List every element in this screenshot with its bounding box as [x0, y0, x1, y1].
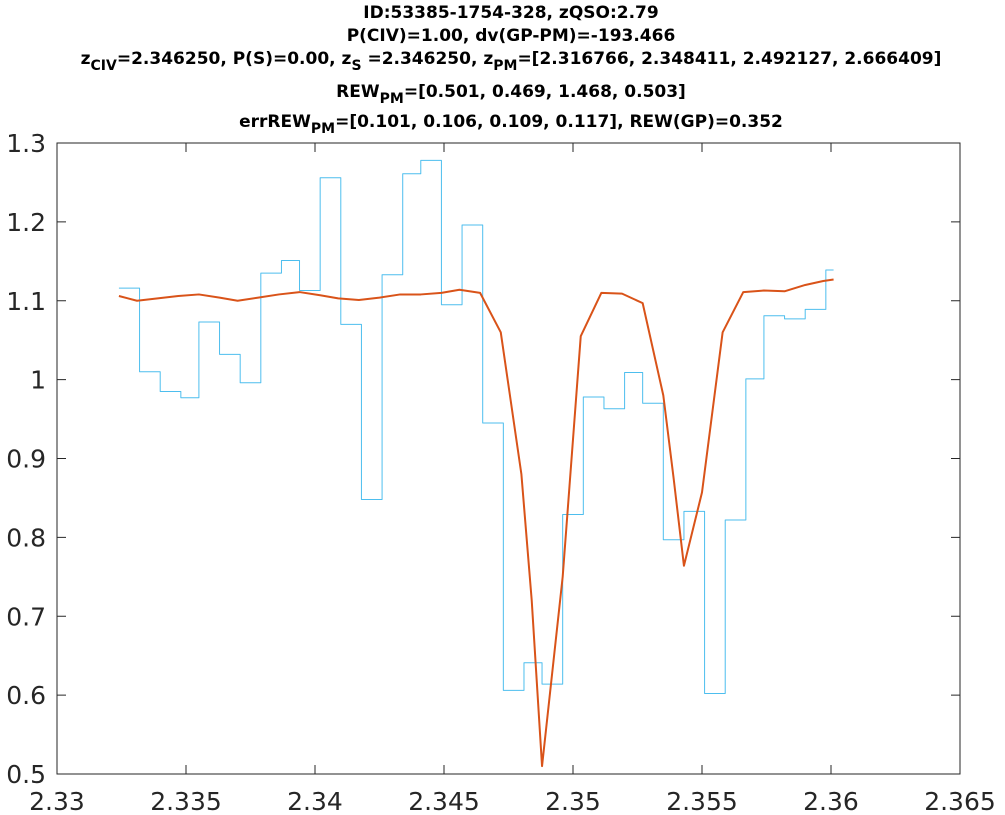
- title-text: =2.346250, P(S)=0.00, z: [117, 49, 352, 69]
- plot-area: [56, 142, 961, 775]
- title-text: =[2.316766, 2.348411, 2.492127, 2.666409…: [517, 49, 941, 69]
- y-tick-label: 0.5: [6, 760, 46, 789]
- y-tick-label: 1.1: [6, 287, 46, 316]
- title-line-2: P(CIV)=1.00, dv(GP-PM)=-193.466: [347, 26, 676, 46]
- y-tick-label: 1: [30, 366, 46, 395]
- title-subscript: PM: [493, 58, 517, 74]
- title-subscript: CIV: [91, 58, 117, 74]
- title-line-5: errREWPM=[0.101, 0.106, 0.109, 0.117], R…: [239, 112, 783, 137]
- series-group: [118, 159, 834, 768]
- x-tick-label: 2.33: [29, 787, 85, 815]
- title-line-1: ID:53385-1754-328, zQSO:2.79: [363, 3, 658, 23]
- x-tick-label: 2.36: [803, 787, 859, 815]
- y-axis: 0.5 0.6 0.7 0.8 0.9 1 1.1 1.2 1.3: [6, 129, 960, 789]
- title-text: errREW: [239, 112, 311, 132]
- x-axis: 2.33 2.335 2.34 2.345 2.35 2.355 2.36 2.365: [29, 143, 996, 815]
- title-text: =[0.501, 0.469, 1.468, 0.503]: [404, 82, 686, 102]
- x-tick-label: 2.345: [408, 787, 480, 815]
- y-tick-label: 1.3: [6, 129, 46, 158]
- series-line-2: [118, 278, 834, 768]
- title-text: =2.346250, z: [362, 49, 494, 69]
- y-tick-label: 0.9: [6, 445, 46, 474]
- title-text: =[0.101, 0.106, 0.109, 0.117], REW(GP)=0…: [335, 112, 783, 132]
- title-subscript: PM: [380, 91, 404, 107]
- x-tick-label: 2.355: [666, 787, 738, 815]
- title-line-4: REWPM=[0.501, 0.469, 1.468, 0.503]: [336, 82, 686, 107]
- x-tick-label: 2.34: [287, 787, 343, 815]
- y-tick-label: 0.8: [6, 523, 46, 552]
- y-tick-label: 0.7: [6, 602, 46, 631]
- x-tick-label: 2.335: [150, 787, 222, 815]
- title-subscript: PM: [311, 121, 335, 137]
- y-tick-label: 1.2: [6, 208, 46, 237]
- title-text: z: [81, 49, 91, 69]
- x-tick-label: 2.365: [924, 787, 996, 815]
- y-tick-label: 0.6: [6, 681, 46, 710]
- chart-title: ID:53385-1754-328, zQSO:2.79 P(CIV)=1.00,…: [81, 3, 942, 137]
- series-line-1: [118, 159, 834, 695]
- title-text: P(CIV)=1.00, dv(GP-PM)=-193.466: [347, 26, 676, 46]
- x-tick-label: 2.35: [545, 787, 601, 815]
- title-line-3: zCIV=2.346250, P(S)=0.00, zS =2.346250, …: [81, 49, 942, 74]
- title-text: ID:53385-1754-328, zQSO:2.79: [363, 3, 658, 23]
- title-text: REW: [336, 82, 380, 102]
- title-subscript: S: [351, 58, 361, 74]
